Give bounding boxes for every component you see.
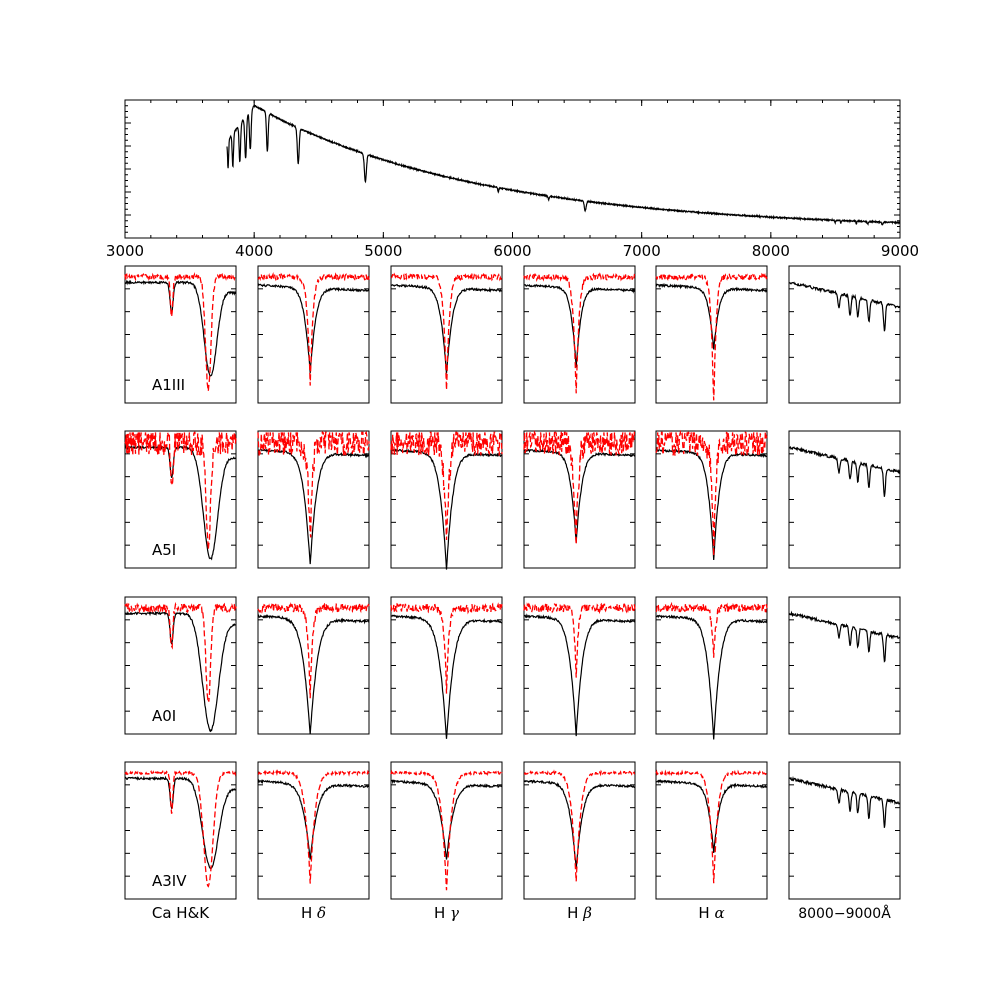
- template-spectrum: [124, 430, 237, 550]
- template-spectrum: [655, 271, 768, 401]
- observed-spectrum: [788, 775, 901, 828]
- panel-A5I-halpha: [655, 429, 768, 569]
- spectral-type-label: A3IV: [152, 872, 187, 890]
- x-tick-label: 3000: [106, 242, 144, 260]
- column-label-hgamma: H γ: [434, 904, 459, 922]
- panel-A5I-cahk: A5I: [124, 430, 237, 569]
- observed-spectrum: [655, 779, 768, 854]
- observed-spectrum: [124, 610, 237, 733]
- template-spectrum: [257, 769, 370, 884]
- column-label-cahk: Ca H&K: [152, 904, 210, 922]
- panel-A5I-nir: [788, 430, 901, 569]
- template-spectrum: [523, 430, 636, 545]
- panel-A1III-hgamma: [390, 265, 503, 404]
- panel-A1III-hdelta: [257, 265, 370, 404]
- column-label-hbeta: H β: [567, 904, 592, 922]
- observed-spectrum: [257, 448, 370, 565]
- column-label-nir: 8000−9000Å: [798, 905, 891, 922]
- observed-spectrum: [655, 283, 768, 350]
- template-spectrum: [257, 272, 370, 386]
- panel-A0I-nir: [788, 596, 901, 735]
- observed-spectrum: [390, 614, 503, 739]
- observed-spectrum: [655, 448, 768, 561]
- observed-spectrum: [655, 614, 768, 740]
- observed-spectrum: [391, 779, 503, 860]
- line-panel-grid: A1III A5I A0I A3IV: [124, 265, 901, 900]
- observed-spectrum: [788, 446, 901, 497]
- x-tick-label: 4000: [235, 242, 273, 260]
- template-spectrum: [655, 769, 768, 884]
- template-spectrum: [655, 601, 768, 658]
- observed-spectrum: [124, 444, 237, 561]
- observed-spectrum: [523, 283, 636, 368]
- observed-spectrum: [257, 283, 370, 374]
- observed-spectrum: [124, 775, 237, 870]
- column-labels: Ca H&K H δ H γ H β H α 8000−9000Å: [152, 904, 891, 922]
- template-spectrum: [124, 272, 237, 392]
- observed-spectrum: [523, 613, 636, 737]
- observed-spectrum: [523, 448, 636, 543]
- panel-A0I-hgamma: [390, 596, 503, 739]
- panel-frame: [124, 596, 237, 735]
- template-spectrum: [523, 601, 636, 678]
- observed-spectrum: [523, 779, 636, 869]
- x-tick-label: 9000: [881, 242, 919, 260]
- x-tick-label: 7000: [623, 242, 661, 260]
- x-tick-label: 5000: [364, 242, 402, 260]
- panel-A3IV-halpha: [655, 761, 768, 900]
- panel-A1III-halpha: [655, 265, 768, 404]
- panel-A3IV-cahk: A3IV: [124, 761, 237, 900]
- spectral-type-label: A5I: [152, 541, 176, 559]
- column-label-hdelta: H δ: [301, 904, 326, 922]
- panel-A5I-hgamma: [390, 430, 503, 570]
- observed-spectrum: [257, 779, 370, 860]
- panel-A5I-hbeta: [523, 430, 636, 569]
- panel-A1III-hbeta: [523, 265, 636, 404]
- panel-A3IV-nir: [788, 761, 901, 900]
- spectral-type-label: A1III: [152, 376, 185, 394]
- observed-spectrum: [788, 281, 901, 332]
- column-label-halpha: H α: [698, 904, 724, 922]
- template-spectrum: [390, 431, 503, 541]
- panel-A3IV-hbeta: [523, 761, 636, 900]
- panel-A0I-halpha: [655, 596, 768, 740]
- template-spectrum: [390, 272, 503, 390]
- template-spectrum: [524, 769, 636, 882]
- x-tick-label: 6000: [493, 242, 531, 260]
- template-spectrum: [390, 602, 503, 694]
- observed-spectrum: [124, 279, 237, 377]
- template-spectrum: [257, 430, 370, 538]
- x-tick-label: 8000: [752, 242, 790, 260]
- template-spectrum: [124, 601, 237, 702]
- observed-spectrum: [390, 283, 503, 374]
- template-spectrum: [655, 429, 768, 557]
- panel-A1III-nir: [788, 265, 901, 404]
- panel-A0I-cahk: A0I: [124, 596, 237, 735]
- panel-A1III-cahk: A1III: [124, 265, 237, 404]
- observed-spectrum: [257, 614, 370, 735]
- overview-spectrum-panel: 3000 4000 5000 6000 7000 8000 9000: [106, 99, 919, 260]
- spectral-type-label: A0I: [152, 707, 176, 725]
- observed-spectrum: [390, 448, 503, 570]
- template-spectrum: [390, 769, 503, 891]
- overview-spectrum-line: [226, 103, 901, 226]
- template-spectrum: [124, 769, 237, 888]
- panel-A3IV-hgamma: [390, 761, 503, 900]
- panel-frame: [523, 761, 636, 900]
- template-spectrum: [523, 272, 636, 394]
- panel-A0I-hdelta: [257, 596, 370, 735]
- panel-A3IV-hdelta: [257, 761, 370, 900]
- panel-A0I-hbeta: [523, 596, 636, 737]
- template-spectrum: [257, 602, 370, 699]
- panel-A5I-hdelta: [257, 430, 370, 569]
- observed-spectrum: [788, 610, 901, 663]
